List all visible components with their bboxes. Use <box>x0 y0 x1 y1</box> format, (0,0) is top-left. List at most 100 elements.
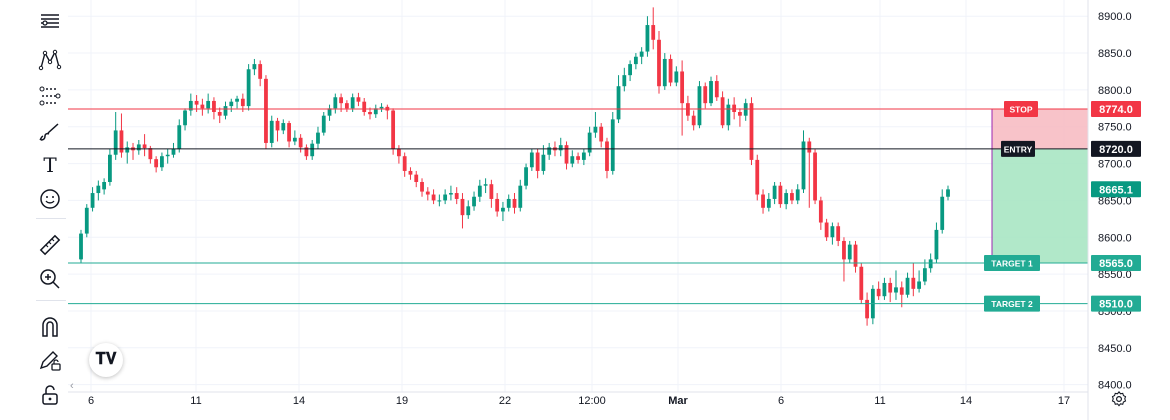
candle[interactable] <box>616 86 621 120</box>
candle[interactable] <box>154 159 159 168</box>
candle[interactable] <box>905 277 910 295</box>
candle[interactable] <box>946 189 950 197</box>
candle[interactable] <box>379 106 384 109</box>
candle[interactable] <box>714 81 719 98</box>
target-1-tag[interactable] <box>984 255 1040 272</box>
candle[interactable] <box>928 259 933 269</box>
candle[interactable] <box>813 152 817 201</box>
candle[interactable] <box>657 39 661 87</box>
candle[interactable] <box>524 167 528 186</box>
candle[interactable] <box>593 126 598 133</box>
candle[interactable] <box>414 174 419 182</box>
candle[interactable] <box>298 137 303 148</box>
stop-tag[interactable] <box>1004 101 1038 118</box>
target-2-tag[interactable] <box>984 295 1040 312</box>
candle[interactable] <box>420 182 424 192</box>
candle[interactable] <box>680 71 685 104</box>
candle[interactable] <box>362 101 367 112</box>
candle[interactable] <box>477 185 482 197</box>
candle[interactable] <box>373 108 378 115</box>
candle[interactable] <box>720 97 725 126</box>
candle[interactable] <box>292 137 297 142</box>
candle[interactable] <box>628 64 632 76</box>
candle[interactable] <box>581 152 586 160</box>
candle[interactable] <box>252 64 257 70</box>
candle[interactable] <box>917 281 921 289</box>
lock-drawings-tool[interactable] <box>33 346 67 376</box>
brush-tool[interactable] <box>33 118 67 148</box>
candle[interactable] <box>784 193 789 205</box>
candle[interactable] <box>547 147 552 155</box>
candle[interactable] <box>142 144 147 149</box>
patterns-tool[interactable] <box>33 46 67 76</box>
candle[interactable] <box>483 184 488 186</box>
candle[interactable] <box>732 104 737 112</box>
candle[interactable] <box>645 25 650 52</box>
candle[interactable] <box>310 143 315 157</box>
price-scale[interactable] <box>1088 0 1170 420</box>
candle[interactable] <box>356 97 361 102</box>
candle[interactable] <box>194 100 199 105</box>
candle[interactable] <box>454 193 459 199</box>
candle[interactable] <box>518 185 523 208</box>
candle[interactable] <box>177 125 182 149</box>
candle[interactable] <box>830 226 835 238</box>
candle[interactable] <box>865 299 869 319</box>
candle[interactable] <box>235 98 239 102</box>
zoom-in-tool[interactable] <box>33 264 67 294</box>
candle[interactable] <box>472 196 476 207</box>
candle[interactable] <box>651 25 656 40</box>
candle[interactable] <box>316 132 320 144</box>
candle[interactable] <box>125 147 130 153</box>
candle[interactable] <box>217 112 222 116</box>
candle[interactable] <box>587 132 592 153</box>
candle[interactable] <box>119 130 124 153</box>
candle[interactable] <box>264 78 268 143</box>
candle[interactable] <box>772 185 777 199</box>
candle[interactable] <box>501 207 505 212</box>
candle[interactable] <box>113 130 118 155</box>
candle[interactable] <box>622 75 627 87</box>
candle[interactable] <box>90 193 95 208</box>
candle[interactable] <box>200 104 205 109</box>
trend-lines-tool[interactable] <box>33 8 67 38</box>
candle[interactable] <box>304 147 309 157</box>
candle[interactable] <box>842 240 846 260</box>
candle[interactable] <box>709 81 713 104</box>
candle[interactable] <box>339 97 343 104</box>
candle[interactable] <box>818 200 823 223</box>
candle[interactable] <box>223 106 228 116</box>
candle[interactable] <box>136 144 141 151</box>
candle[interactable] <box>321 115 326 133</box>
candle[interactable] <box>437 200 442 202</box>
candle[interactable] <box>333 97 338 109</box>
candle[interactable] <box>96 185 101 194</box>
candle[interactable] <box>269 120 274 143</box>
candle[interactable] <box>108 154 112 182</box>
candle[interactable] <box>778 185 783 205</box>
candle[interactable] <box>460 198 465 216</box>
candle[interactable] <box>766 198 771 208</box>
candle[interactable] <box>674 71 679 83</box>
candle[interactable] <box>84 207 89 234</box>
candle[interactable] <box>327 108 332 116</box>
candle[interactable] <box>795 189 800 201</box>
candle[interactable] <box>605 141 609 171</box>
candle[interactable] <box>836 226 841 241</box>
candle[interactable] <box>894 287 898 293</box>
candle[interactable] <box>859 266 864 300</box>
candle[interactable] <box>558 145 563 151</box>
candle[interactable] <box>541 154 546 171</box>
candle[interactable] <box>749 103 754 160</box>
candle[interactable] <box>258 64 263 79</box>
candle[interactable] <box>697 86 702 126</box>
collapse-toolbar-icon[interactable]: ‹ <box>70 380 74 392</box>
candle[interactable] <box>801 141 806 190</box>
plot-background[interactable] <box>68 0 1088 392</box>
tradingview-logo[interactable]: 𝐓𝐕 <box>89 343 123 377</box>
candle[interactable] <box>882 282 887 297</box>
candle[interactable] <box>691 115 696 126</box>
candle[interactable] <box>876 288 881 297</box>
candle[interactable] <box>610 119 615 171</box>
candle[interactable] <box>425 191 430 195</box>
